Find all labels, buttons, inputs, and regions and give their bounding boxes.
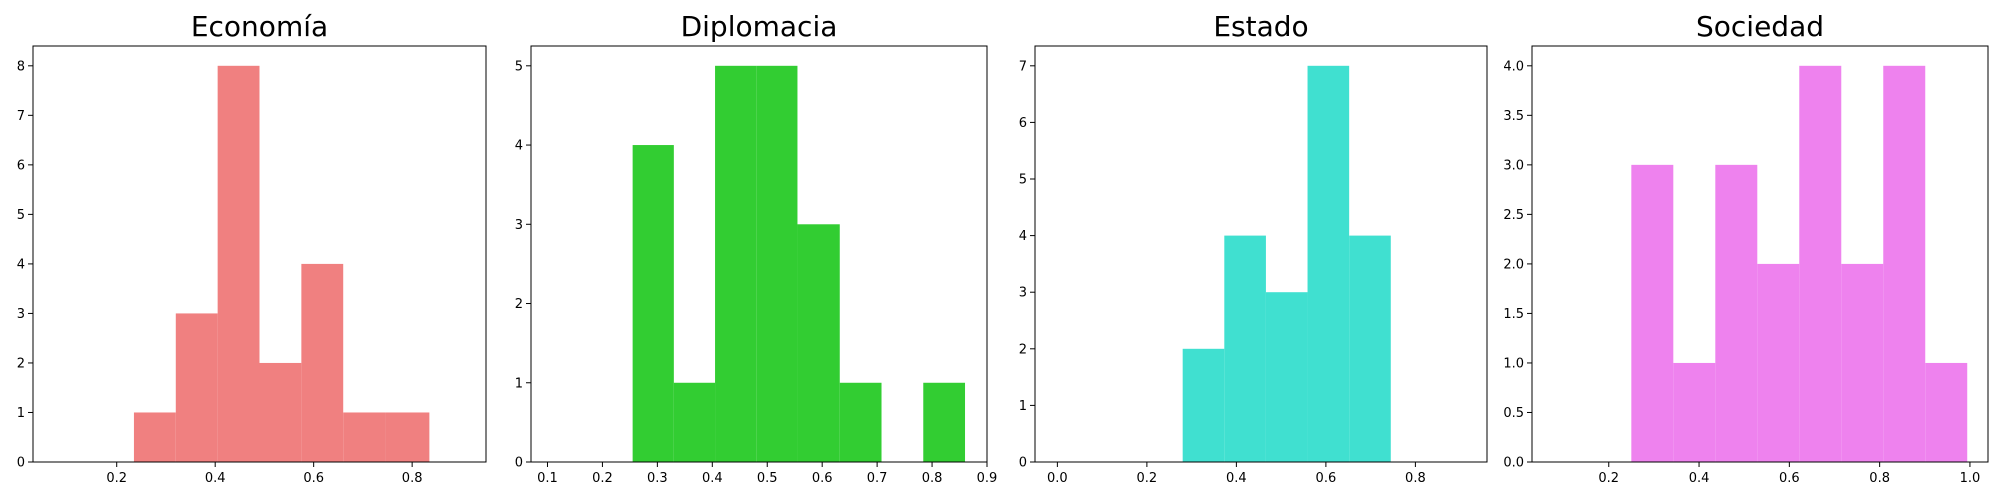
y-tick-label: 1.5 [1503, 307, 1524, 322]
y-tick-label: 4 [1019, 229, 1027, 244]
x-tick-label: 0.6 [812, 471, 833, 486]
y-tick-label: 3 [17, 307, 25, 322]
histogram-bar [1883, 65, 1926, 463]
histogram-bar [1925, 362, 1968, 462]
y-tick-label: 7 [17, 109, 25, 124]
plot-frame [530, 45, 988, 463]
plot-frame [1034, 45, 1488, 463]
y-tick-label: 1.0 [1503, 356, 1524, 371]
histogram-bar [217, 65, 260, 463]
x-tick-label: 0.4 [205, 471, 226, 486]
histogram-panel-1: Economía 0.2 0.4 0.6 0.8 0 1 2 3 4 5 6 7 8 [17, 10, 487, 486]
y-tick-label: 4 [17, 257, 25, 272]
chart-title: Estado [1213, 10, 1308, 43]
chart-title: Economía [191, 10, 328, 43]
y-tick-label: 0 [17, 456, 25, 471]
x-tick-label: 0.0 [1047, 471, 1068, 486]
y-tick-label: 3 [515, 218, 523, 233]
plot-frame [1531, 45, 1989, 463]
x-tick-label: 0.8 [922, 471, 943, 486]
y-tick-label: 5 [17, 208, 25, 223]
histogram-bar [673, 382, 716, 462]
y-tick-label: 2 [17, 356, 25, 371]
y-tick-label: 0.0 [1503, 456, 1524, 471]
chart-title: Diplomacia [681, 10, 838, 43]
y-tick-label: 3.0 [1503, 158, 1524, 173]
histogram-bar [1182, 348, 1225, 462]
plot-frame [32, 45, 487, 463]
histogram-bar [1841, 263, 1884, 462]
x-tick-label: 0.6 [1779, 471, 1800, 486]
x-tick-label: 0.4 [1689, 471, 1710, 486]
x-tick-label: 1.0 [1960, 471, 1981, 486]
y-tick-label: 5 [515, 59, 523, 74]
x-tick-label: 0.8 [1869, 471, 1890, 486]
x-tick-label: 0.4 [1226, 471, 1247, 486]
y-tick-label: 7 [1019, 59, 1027, 74]
y-tick-label: 1 [515, 376, 523, 391]
histogram-bar [1715, 164, 1758, 462]
histogram-bar [175, 313, 218, 462]
y-tick-label: 2 [515, 297, 523, 312]
histogram-bar [1673, 362, 1716, 462]
y-tick-label: 3.5 [1503, 109, 1524, 124]
histogram-bar [715, 65, 757, 463]
x-tick-label: 0.9 [977, 471, 998, 486]
x-tick-label: 0.2 [592, 471, 613, 486]
histogram-bar [797, 224, 840, 462]
histogram-bar [1757, 263, 1800, 462]
histogram-panel-3: Estado 0.0 0.2 0.4 0.6 0.8 0 1 2 3 4 5 6 7 [1019, 10, 1488, 486]
histogram-bar [923, 382, 966, 462]
y-tick-label: 0.5 [1503, 406, 1524, 421]
y-tick-label: 6 [1019, 116, 1027, 131]
histogram-bar [385, 412, 430, 462]
histogram-bar [343, 412, 386, 462]
x-tick-label: 0.2 [106, 471, 127, 486]
histogram-bar [1265, 292, 1308, 462]
histogram-bar [1631, 164, 1674, 462]
histogram-bar [1799, 65, 1842, 463]
histogram-bar [301, 263, 344, 462]
y-tick-label: 4 [515, 139, 523, 154]
x-tick-label: 0.2 [1598, 471, 1619, 486]
y-tick-label: 1 [17, 406, 25, 421]
x-tick-label: 0.5 [757, 471, 778, 486]
x-tick-label: 0.6 [1316, 471, 1337, 486]
y-tick-label: 1 [1019, 399, 1027, 414]
histogram-bar [1224, 235, 1266, 462]
y-tick-label: 4.0 [1503, 59, 1524, 74]
x-tick-label: 0.1 [537, 471, 558, 486]
histogram-bar [133, 412, 176, 462]
x-tick-label: 0.8 [402, 471, 423, 486]
y-tick-label: 2.5 [1503, 208, 1524, 223]
histogram-bar [1349, 235, 1391, 462]
histogram-bar [756, 65, 798, 463]
x-tick-label: 0.2 [1137, 471, 1158, 486]
y-tick-label: 5 [1019, 173, 1027, 188]
x-tick-label: 0.3 [647, 471, 668, 486]
histogram-bar [632, 145, 674, 463]
histogram-panel-2: Diplomacia 0.1 0.2 0.3 0.4 0.5 0.6 0.7 0.8 0.9 0 1 2… [515, 10, 998, 486]
chart-title: Sociedad [1696, 10, 1824, 43]
y-tick-label: 0 [1019, 456, 1027, 471]
histogram-bar [259, 362, 302, 462]
y-tick-label: 6 [17, 158, 25, 173]
histogram-panel-4: Sociedad 0.2 0.4 0.6 0.8 1.0 0.0 0.5 1.0 1.5 2.0 2.… [1503, 10, 1989, 486]
x-tick-label: 0.7 [867, 471, 888, 486]
y-tick-label: 8 [17, 59, 25, 74]
histogram-bar [1307, 65, 1350, 463]
x-tick-label: 0.6 [303, 471, 324, 486]
y-tick-label: 2 [1019, 342, 1027, 357]
x-tick-label: 0.4 [702, 471, 723, 486]
y-tick-label: 3 [1019, 286, 1027, 301]
x-tick-label: 0.8 [1405, 471, 1426, 486]
y-tick-label: 0 [515, 456, 523, 471]
histogram-bar [839, 382, 882, 462]
y-tick-label: 2.0 [1503, 257, 1524, 272]
